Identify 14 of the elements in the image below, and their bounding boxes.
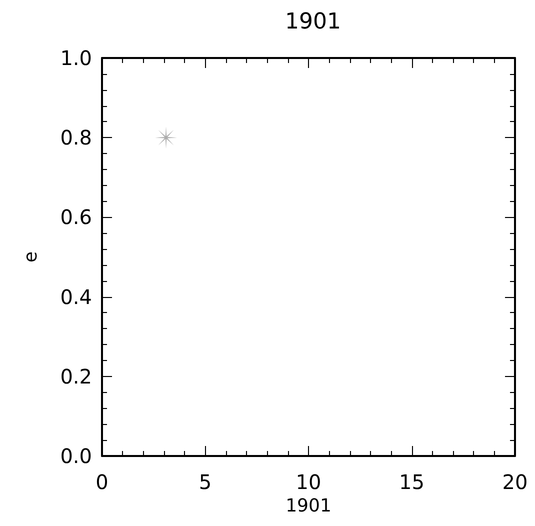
x-tick-label: 0 <box>96 470 108 494</box>
x-tick-label: 20 <box>502 470 528 494</box>
y-tick-label: 0.4 <box>60 284 92 309</box>
x-axis-title: 1901 <box>286 495 332 516</box>
x-tick-label: 10 <box>296 470 322 494</box>
y-tick-label: 0.2 <box>60 364 92 388</box>
y-tick-label: 0.8 <box>60 126 92 150</box>
x-tick-label: 15 <box>399 470 424 494</box>
x-tick-label: 5 <box>198 470 212 494</box>
chart-title: 1901 <box>285 10 341 34</box>
y-axis-title: e <box>20 251 42 263</box>
y-tick-label: 1.0 <box>60 46 92 70</box>
y-tick-label: 0.6 <box>60 205 92 230</box>
y-tick-label: 0.0 <box>60 444 92 468</box>
